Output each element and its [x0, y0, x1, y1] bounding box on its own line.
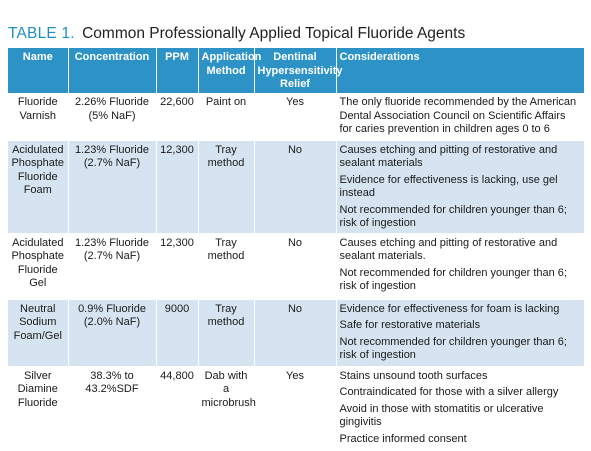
cell-name: Acidulated Phosphate Fluoride Foam [8, 140, 69, 234]
header-ppm: PPM [156, 48, 199, 93]
consideration-item: Causes etching and pitting of restorativ… [339, 236, 558, 263]
cell-relief: No [254, 140, 337, 234]
consideration-item: Causes etching and pitting of restorativ… [339, 143, 558, 170]
consideration-item: Not recommended for children younger tha… [339, 266, 567, 293]
consideration-item: Stains unsound tooth surfaces [339, 369, 488, 382]
consideration-item: Safe for restorative materials [339, 319, 481, 331]
consideration-item: Practice informed consent [339, 432, 467, 445]
header-considerations: Considerations [336, 48, 584, 93]
header-row: Name Concentration PPM Application Metho… [8, 48, 584, 93]
cell-name: Fluoride Varnish [8, 93, 69, 141]
header-hypersensitivity-relief: Dentinal Hypersensitivity Relief [254, 48, 342, 93]
consideration-item: Not recommended for children younger tha… [339, 335, 567, 362]
cell-name: Silver Diamine Fluoride [8, 366, 69, 449]
table-row: Fluoride Varnish 2.26% Fluoride (5% NaF)… [8, 93, 584, 141]
header-concentration: Concentration [68, 48, 157, 93]
cell-name: Neutral Sodium Foam/Gel [8, 299, 69, 367]
cell-relief: No [254, 299, 337, 367]
cell-method: Tray method [198, 299, 255, 367]
cell-method: Tray method [198, 140, 255, 234]
consideration-item: The only fluoride recommended by the Ame… [339, 96, 577, 135]
cell-ppm: 44,800 [156, 366, 199, 449]
table-number: TABLE 1. [8, 25, 75, 42]
cell-ppm: 22,600 [156, 93, 199, 141]
cell-considerations: The only fluoride recommended by the Ame… [336, 93, 584, 141]
header-application-method: Application Method [198, 48, 261, 93]
cell-concentration: 1.23% Fluoride (2.7% NaF) [68, 233, 157, 300]
table-caption: Common Professionally Applied Topical Fl… [82, 25, 466, 42]
table-title: TABLE 1. Common Professionally Applied T… [8, 23, 465, 45]
table-row: Neutral Sodium Foam/Gel 0.9% Fluoride (2… [8, 299, 584, 367]
consideration-item: Evidence for effectiveness for foam is l… [339, 302, 560, 315]
consideration-item: Contraindicated for those with a silver … [339, 386, 559, 398]
table-row: Acidulated Phosphate Fluoride Foam 1.23%… [8, 140, 584, 234]
cell-considerations: Evidence for effectiveness for foam is l… [336, 299, 584, 367]
cell-name: Acidulated Phosphate Fluoride Gel [8, 233, 69, 300]
cell-concentration: 2.26% Fluoride (5% NaF) [68, 93, 157, 141]
cell-method: Dab with a microbrush [198, 366, 256, 449]
cell-ppm: 9000 [156, 299, 199, 367]
consideration-item: Avoid in those with stomatitis or ulcera… [339, 402, 544, 429]
cell-method: Tray method [198, 233, 255, 300]
cell-method: Paint on [198, 93, 255, 141]
cell-relief: Yes [254, 366, 337, 449]
consideration-item: Not recommended for children younger tha… [339, 203, 567, 230]
cell-considerations: Stains unsound tooth surfaces Contraindi… [336, 366, 584, 449]
consideration-item: Evidence for effectiveness is lacking, u… [339, 173, 558, 200]
cell-considerations: Causes etching and pitting of restorativ… [336, 233, 584, 300]
header-name: Name [8, 48, 69, 93]
fluoride-agents-table: Name Concentration PPM Application Metho… [8, 48, 584, 449]
cell-relief: No [254, 233, 337, 300]
cell-relief: Yes [254, 93, 337, 141]
cell-ppm: 12,300 [156, 140, 199, 234]
cell-concentration: 1.23% Fluoride (2.7% NaF) [68, 140, 157, 234]
table-row: Acidulated Phosphate Fluoride Gel 1.23% … [8, 233, 584, 300]
cell-ppm: 12,300 [156, 233, 199, 300]
cell-considerations: Causes etching and pitting of restorativ… [336, 140, 584, 234]
cell-concentration: 0.9% Fluoride (2.0% NaF) [68, 299, 157, 367]
table-row: Silver Diamine Fluoride 38.3% to 43.2%SD… [8, 366, 584, 449]
cell-concentration: 38.3% to 43.2%SDF [68, 366, 157, 449]
